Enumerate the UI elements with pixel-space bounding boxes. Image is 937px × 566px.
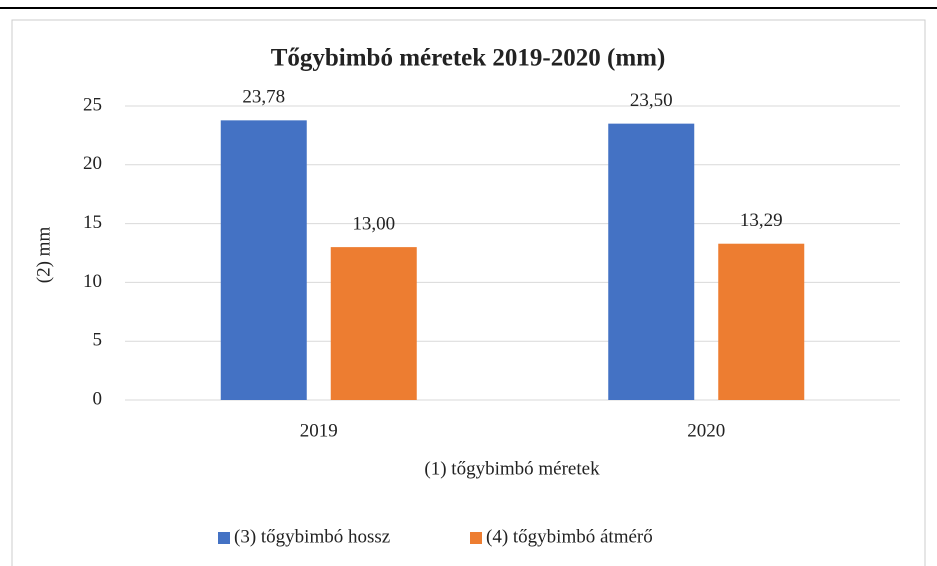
y-tick-label: 25 [83,94,102,115]
x-tick-label: 2019 [300,420,338,441]
y-tick-label: 5 [93,330,103,351]
x-tick-label: 2020 [687,420,725,441]
legend-label: (3) tőgybimbó hossz [234,526,390,547]
bar [718,243,805,400]
chart-border [11,19,926,566]
bar [330,247,417,400]
legend-swatch [218,532,230,544]
y-axis-label: (2) mm [33,227,54,284]
legend-label: (4) tőgybimbó átmérő [486,526,653,547]
value-label: 13,29 [740,210,783,231]
legend-swatch [470,532,482,544]
chart-title: Tőgybimbó méretek 2019-2020 (mm) [271,45,666,72]
x-axis-label: (1) tőgybimbó méretek [424,458,600,479]
y-tick-label: 10 [83,271,102,292]
y-tick-label: 15 [83,212,102,233]
y-tick-label: 0 [93,388,103,409]
value-label: 13,00 [352,213,395,234]
value-label: 23,50 [630,90,673,111]
bar [220,120,307,400]
value-label: 23,78 [242,87,285,108]
bar [608,123,695,400]
y-tick-label: 20 [83,153,102,174]
